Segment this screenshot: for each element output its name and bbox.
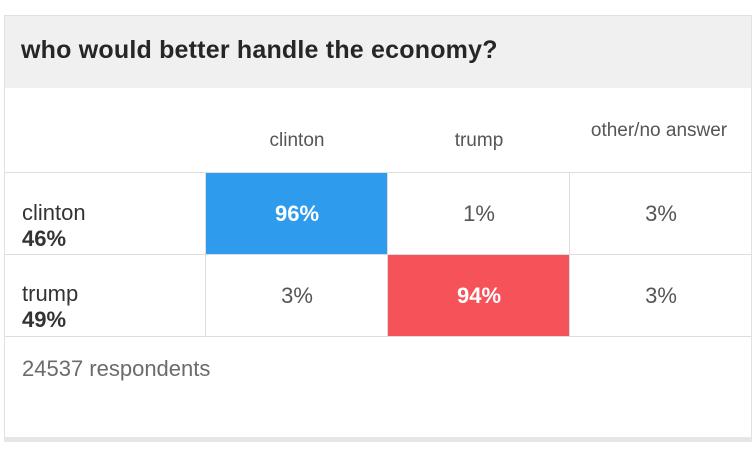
respondents-count: 24537 respondents [22,356,211,381]
divider [205,172,206,336]
divider [569,172,570,336]
divider [5,336,751,337]
crosstab-table: clinton trump other/no answer clinton 46… [5,88,751,337]
divider [5,254,751,255]
chart-title: who would better handle the economy? [21,36,498,64]
divider [5,172,751,173]
cell-trump-clinton: 3% [281,282,313,308]
column-header-trump: trump [454,130,504,151]
row-label-clinton: clinton 46% [22,200,86,252]
row-share: 46% [22,226,67,251]
row-name: clinton [22,200,86,225]
cell-clinton-other: 3% [645,200,677,226]
column-header-clinton: clinton [269,130,325,151]
poll-card: who would better handle the economy? cli… [4,15,752,438]
divider [387,172,388,336]
cell-clinton-clinton: 96% [206,173,388,254]
card-shadow [4,437,752,442]
cell-trump-trump: 94% [388,255,570,336]
cell-clinton-trump: 1% [463,200,495,226]
row-label-trump: trump 49% [22,281,78,333]
card-header: who would better handle the economy? [5,16,751,88]
row-name: trump [22,281,79,306]
column-header-other: other/no answer [590,120,728,141]
row-share: 49% [22,307,67,332]
cell-trump-other: 3% [645,282,677,308]
